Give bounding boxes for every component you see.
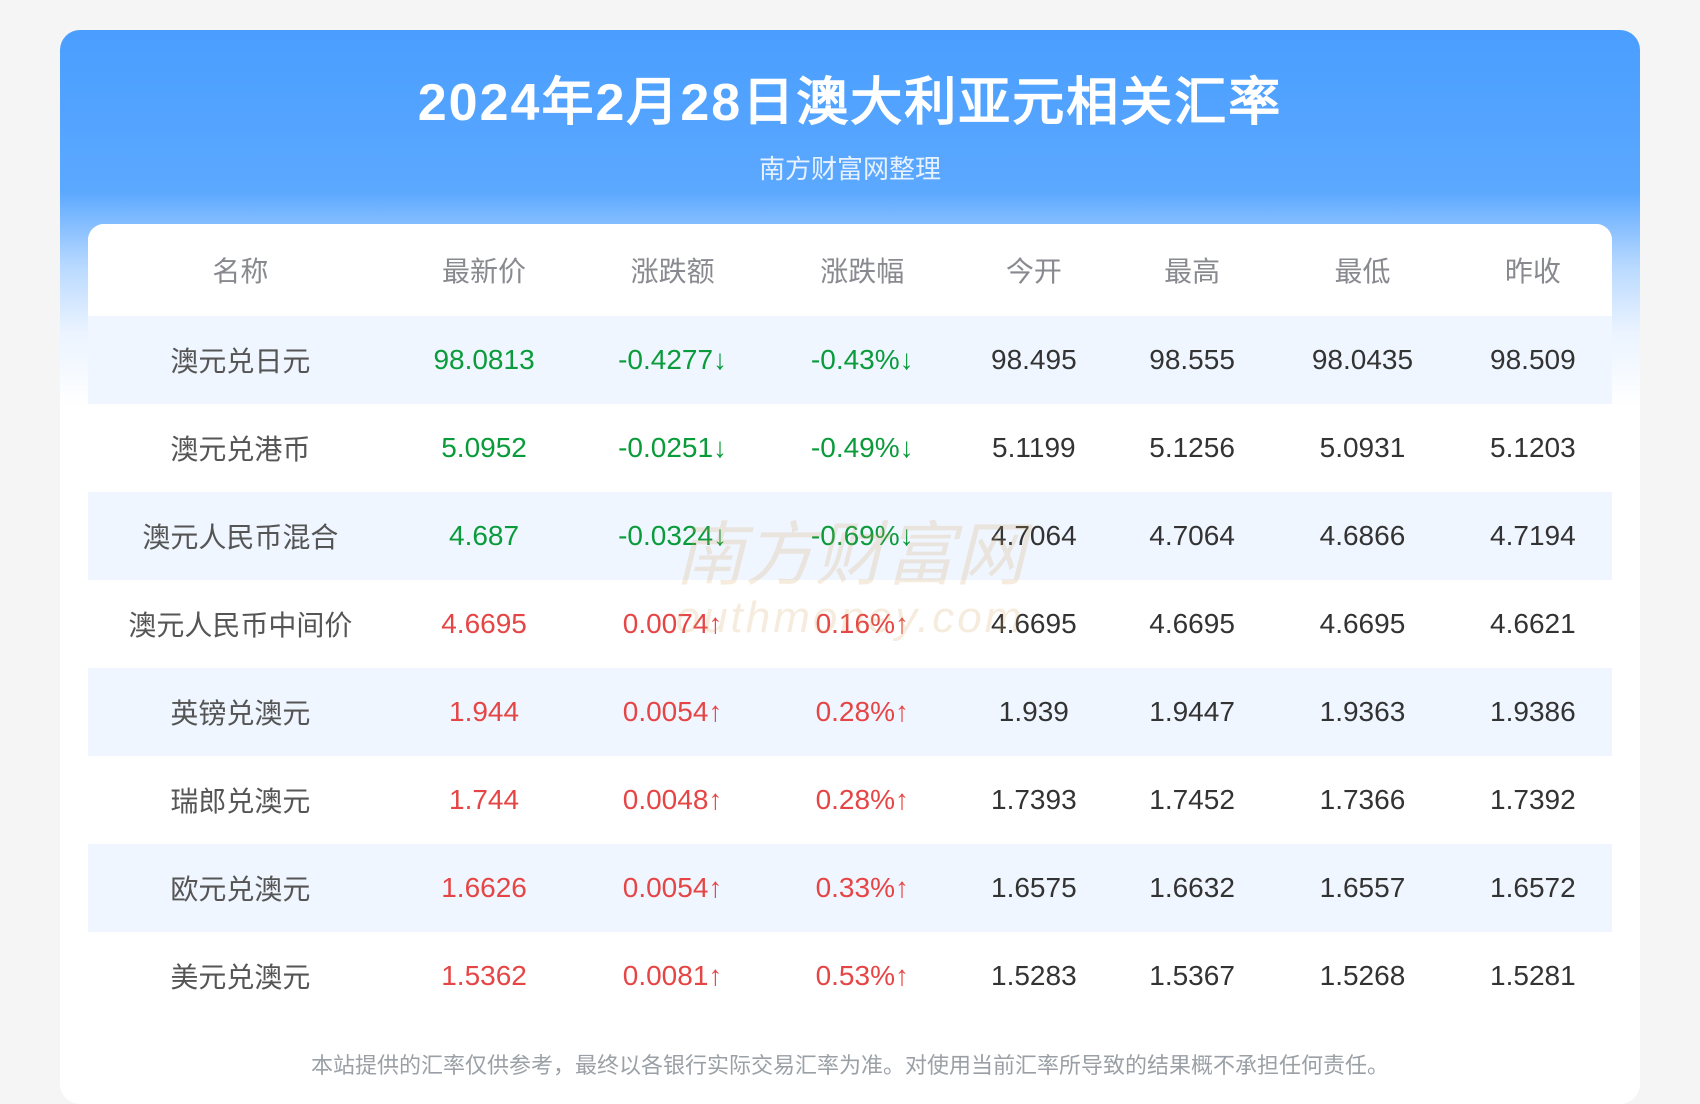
cell-open: 4.6695 — [955, 580, 1113, 668]
table-row: 英镑兑澳元1.9440.0054↑0.28%↑1.9391.94471.9363… — [88, 668, 1612, 756]
cell-high: 98.555 — [1113, 316, 1271, 404]
cell-name: 澳元人民币中间价 — [88, 580, 393, 668]
col-low: 最低 — [1271, 224, 1454, 316]
cell-prev: 1.5281 — [1454, 932, 1612, 1020]
cell-open: 1.7393 — [955, 756, 1113, 844]
cell-name: 澳元人民币混合 — [88, 492, 393, 580]
cell-name: 英镑兑澳元 — [88, 668, 393, 756]
disclaimer: 本站提供的汇率仅供参考，最终以各银行实际交易汇率为准。对使用当前汇率所导致的结果… — [60, 1020, 1640, 1104]
cell-low: 4.6866 — [1271, 492, 1454, 580]
cell-prev: 4.6621 — [1454, 580, 1612, 668]
table-row: 澳元兑港币5.0952-0.0251↓-0.49%↓5.11995.12565.… — [88, 404, 1612, 492]
cell-prev: 98.509 — [1454, 316, 1612, 404]
table-row: 澳元人民币中间价4.66950.0074↑0.16%↑4.66954.66954… — [88, 580, 1612, 668]
cell-latest: 4.6695 — [393, 580, 576, 668]
cell-prev: 5.1203 — [1454, 404, 1612, 492]
cell-change: 0.0054↑ — [575, 668, 770, 756]
cell-open: 5.1199 — [955, 404, 1113, 492]
cell-low: 1.5268 — [1271, 932, 1454, 1020]
table-row: 澳元兑日元98.0813-0.4277↓-0.43%↓98.49598.5559… — [88, 316, 1612, 404]
cell-change: -0.4277↓ — [575, 316, 770, 404]
cell-low: 4.6695 — [1271, 580, 1454, 668]
cell-latest: 1.744 — [393, 756, 576, 844]
cell-latest: 1.944 — [393, 668, 576, 756]
cell-open: 1.6575 — [955, 844, 1113, 932]
cell-high: 1.9447 — [1113, 668, 1271, 756]
cell-change: -0.0324↓ — [575, 492, 770, 580]
rate-card: 2024年2月28日澳大利亚元相关汇率 南方财富网整理 名称 最新价 涨跌额 涨… — [60, 30, 1640, 1104]
table-row: 美元兑澳元1.53620.0081↑0.53%↑1.52831.53671.52… — [88, 932, 1612, 1020]
col-high: 最高 — [1113, 224, 1271, 316]
cell-low: 5.0931 — [1271, 404, 1454, 492]
cell-name: 澳元兑日元 — [88, 316, 393, 404]
col-open: 今开 — [955, 224, 1113, 316]
cell-low: 1.9363 — [1271, 668, 1454, 756]
table-row: 澳元人民币混合4.687-0.0324↓-0.69%↓4.70644.70644… — [88, 492, 1612, 580]
cell-high: 4.6695 — [1113, 580, 1271, 668]
cell-name: 澳元兑港币 — [88, 404, 393, 492]
cell-open: 1.939 — [955, 668, 1113, 756]
col-prev: 昨收 — [1454, 224, 1612, 316]
cell-name: 美元兑澳元 — [88, 932, 393, 1020]
cell-name: 欧元兑澳元 — [88, 844, 393, 932]
cell-high: 1.7452 — [1113, 756, 1271, 844]
cell-change: 0.0081↑ — [575, 932, 770, 1020]
cell-latest: 98.0813 — [393, 316, 576, 404]
col-pct: 涨跌幅 — [770, 224, 955, 316]
cell-prev: 1.7392 — [1454, 756, 1612, 844]
cell-pct: 0.53%↑ — [770, 932, 955, 1020]
cell-prev: 1.6572 — [1454, 844, 1612, 932]
cell-open: 4.7064 — [955, 492, 1113, 580]
table-row: 欧元兑澳元1.66260.0054↑0.33%↑1.65751.66321.65… — [88, 844, 1612, 932]
cell-high: 4.7064 — [1113, 492, 1271, 580]
cell-high: 5.1256 — [1113, 404, 1271, 492]
cell-low: 98.0435 — [1271, 316, 1454, 404]
rates-table: 名称 最新价 涨跌额 涨跌幅 今开 最高 最低 昨收 澳元兑日元98.0813-… — [88, 224, 1612, 1020]
cell-change: 0.0074↑ — [575, 580, 770, 668]
cell-pct: 0.28%↑ — [770, 668, 955, 756]
cell-pct: -0.43%↓ — [770, 316, 955, 404]
cell-pct: -0.69%↓ — [770, 492, 955, 580]
page-subtitle: 南方财富网整理 — [60, 149, 1640, 186]
cell-name: 瑞郎兑澳元 — [88, 756, 393, 844]
cell-low: 1.7366 — [1271, 756, 1454, 844]
cell-prev: 4.7194 — [1454, 492, 1612, 580]
cell-open: 1.5283 — [955, 932, 1113, 1020]
cell-high: 1.6632 — [1113, 844, 1271, 932]
cell-pct: 0.28%↑ — [770, 756, 955, 844]
rates-table-wrap: 名称 最新价 涨跌额 涨跌幅 今开 最高 最低 昨收 澳元兑日元98.0813-… — [88, 224, 1612, 1020]
cell-latest: 4.687 — [393, 492, 576, 580]
col-change: 涨跌额 — [575, 224, 770, 316]
header: 2024年2月28日澳大利亚元相关汇率 南方财富网整理 — [60, 30, 1640, 206]
cell-low: 1.6557 — [1271, 844, 1454, 932]
cell-change: -0.0251↓ — [575, 404, 770, 492]
cell-change: 0.0048↑ — [575, 756, 770, 844]
cell-pct: 0.16%↑ — [770, 580, 955, 668]
cell-prev: 1.9386 — [1454, 668, 1612, 756]
cell-change: 0.0054↑ — [575, 844, 770, 932]
cell-pct: -0.49%↓ — [770, 404, 955, 492]
cell-latest: 1.5362 — [393, 932, 576, 1020]
page-title: 2024年2月28日澳大利亚元相关汇率 — [60, 60, 1640, 135]
cell-latest: 5.0952 — [393, 404, 576, 492]
cell-high: 1.5367 — [1113, 932, 1271, 1020]
cell-latest: 1.6626 — [393, 844, 576, 932]
table-row: 瑞郎兑澳元1.7440.0048↑0.28%↑1.73931.74521.736… — [88, 756, 1612, 844]
cell-open: 98.495 — [955, 316, 1113, 404]
col-name: 名称 — [88, 224, 393, 316]
cell-pct: 0.33%↑ — [770, 844, 955, 932]
col-latest: 最新价 — [393, 224, 576, 316]
table-header-row: 名称 最新价 涨跌额 涨跌幅 今开 最高 最低 昨收 — [88, 224, 1612, 316]
